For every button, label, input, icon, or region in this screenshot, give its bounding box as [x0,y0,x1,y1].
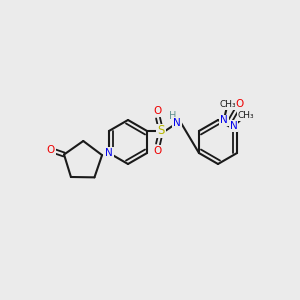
Text: O: O [153,106,161,116]
Text: H: H [169,111,177,121]
Text: CH₃: CH₃ [219,100,236,109]
Text: O: O [47,145,55,155]
Text: O: O [236,99,244,110]
Text: N: N [220,116,228,125]
Text: N: N [173,118,181,128]
Text: O: O [153,146,161,156]
Text: CH₃: CH₃ [237,111,254,120]
Text: N: N [105,148,113,158]
Text: S: S [158,124,165,137]
Text: N: N [230,121,238,131]
